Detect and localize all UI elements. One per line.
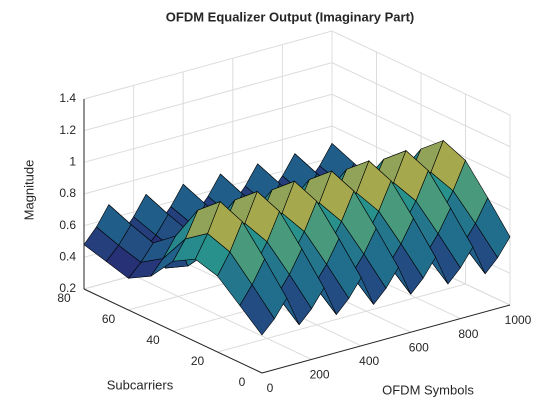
x-tick-label: 800 [458,327,478,341]
z-tick-label: 0.4 [59,250,76,264]
z-tick-label: 0.2 [59,281,76,295]
surface [83,139,511,336]
y-tick-label: 60 [102,312,116,326]
x-tick-label: 400 [359,354,379,368]
y-tick-label: 40 [146,333,160,347]
x-tick-label: 1000 [505,313,532,327]
axis-line [83,288,263,374]
z-tick-label: 0.8 [59,186,76,200]
y-tick-label: 0 [239,375,246,389]
z-tick-label: 1 [69,155,76,169]
y-tick-label: 20 [191,354,205,368]
axis-line [261,304,511,374]
z-tick-label: 1.4 [59,91,76,105]
chart-title: OFDM Equalizer Output (Imaginary Part) [166,9,414,24]
x-tick-label: 0 [267,381,274,395]
x-tick-label: 600 [409,340,429,354]
y-tick-label: 80 [57,291,71,305]
z-tick-label: 1.2 [59,123,76,137]
surface-patch [239,284,275,336]
x-axis-label: OFDM Symbols [382,382,474,397]
grid-line [83,62,511,148]
grid-line [83,30,511,116]
z-axis-label: Magnitude [21,160,36,221]
z-tick-label: 0.6 [59,218,76,232]
x-tick-label: 200 [310,368,330,382]
y-axis-label: Subcarriers [107,377,174,392]
